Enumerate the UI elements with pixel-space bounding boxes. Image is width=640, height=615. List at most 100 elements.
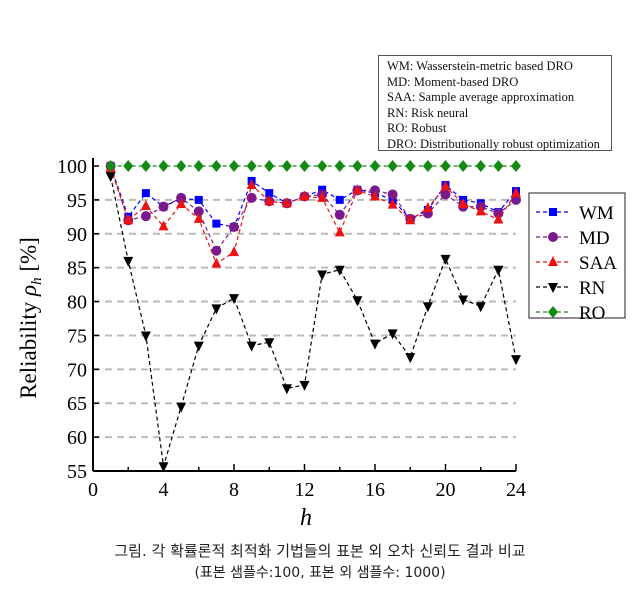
- data-point: [440, 180, 451, 191]
- series-md: [105, 161, 521, 256]
- legend-marker: [548, 306, 558, 318]
- data-point: [370, 190, 380, 201]
- series-group: [105, 160, 521, 473]
- data-point: [422, 302, 433, 313]
- data-point: [140, 160, 151, 172]
- data-point: [317, 191, 328, 202]
- data-point: [194, 195, 203, 204]
- data-point: [405, 160, 416, 172]
- data-point: [493, 265, 504, 276]
- y-tick-label: 70: [67, 359, 87, 381]
- data-point: [475, 205, 486, 216]
- y-tick-label: 85: [67, 258, 87, 280]
- data-point: [123, 160, 134, 172]
- data-point: [246, 160, 257, 172]
- legend-marker: [548, 232, 558, 242]
- y-tick-label: 75: [67, 325, 87, 347]
- data-point: [264, 338, 275, 349]
- data-point: [176, 160, 187, 172]
- data-point: [493, 213, 504, 224]
- data-point: [334, 160, 345, 172]
- data-point: [334, 209, 345, 220]
- data-point: [140, 211, 151, 222]
- y-tick-label: 60: [67, 427, 87, 449]
- data-point: [405, 214, 416, 225]
- y-tick-label: 95: [67, 190, 87, 212]
- x-tick-label: 8: [229, 479, 239, 501]
- y-tick-label: 55: [67, 461, 87, 483]
- legend-marker: [549, 208, 557, 216]
- data-point: [422, 202, 433, 213]
- x-tick-label: 12: [295, 479, 315, 501]
- legend-marker: [548, 283, 558, 293]
- data-point: [212, 219, 221, 228]
- abbrev-line: RN: Risk neural: [387, 105, 469, 120]
- legend-label-saa: SAA: [579, 253, 617, 274]
- data-point: [176, 192, 187, 203]
- data-point: [370, 185, 380, 196]
- data-point: [229, 246, 239, 257]
- data-point: [158, 220, 169, 231]
- data-point: [265, 189, 274, 198]
- data-point: [440, 160, 451, 172]
- data-point: [264, 195, 275, 206]
- data-point: [475, 160, 486, 172]
- data-point: [475, 302, 486, 313]
- data-point: [246, 341, 257, 352]
- data-point: [299, 160, 310, 172]
- data-point: [299, 190, 310, 201]
- data-point: [105, 172, 116, 183]
- series-line: [110, 176, 517, 467]
- data-point: [370, 160, 380, 172]
- data-point: [176, 402, 187, 413]
- series-line: [110, 167, 517, 265]
- data-point: [387, 160, 398, 172]
- x-tick-label: 16: [365, 479, 385, 501]
- x-axis-label: h: [300, 505, 312, 531]
- series-saa: [105, 162, 521, 268]
- legend-label-ro: RO: [579, 303, 605, 324]
- data-point: [193, 212, 204, 223]
- data-point: [211, 257, 222, 268]
- data-point: [281, 197, 292, 208]
- data-point: [140, 199, 151, 210]
- legend-label-wm: WM: [579, 203, 614, 224]
- legend-label-md: MD: [579, 228, 610, 249]
- abbrev-line: SAA: Sample average approximation: [387, 90, 575, 104]
- x-tick-label: 24: [506, 479, 526, 501]
- data-point: [246, 178, 257, 189]
- series-ro: [105, 160, 521, 172]
- data-point: [440, 189, 451, 200]
- y-tick-label: 80: [67, 292, 87, 314]
- data-point: [299, 380, 310, 391]
- data-point: [458, 295, 469, 306]
- data-point: [511, 355, 521, 366]
- data-point: [211, 245, 222, 256]
- y-tick-label: 65: [67, 393, 87, 415]
- abbreviation-box: WM: Wasserstein-metric based DRO MD: Mom…: [378, 55, 612, 151]
- abbrev-line: RO: Robust: [387, 121, 447, 135]
- data-point: [335, 195, 344, 204]
- data-point: [229, 160, 239, 172]
- series-line: [110, 165, 517, 252]
- data-point: [493, 208, 504, 219]
- caption-line-1: 그림. 각 확률론적 최적화 기법들의 표본 외 오차 신뢰도 결과 비교: [114, 542, 526, 560]
- data-point: [334, 265, 345, 276]
- data-point: [352, 296, 363, 307]
- data-point: [211, 160, 222, 172]
- data-point: [422, 160, 433, 172]
- data-point: [193, 206, 204, 217]
- data-point: [246, 192, 257, 203]
- data-point: [511, 160, 521, 172]
- data-point: [193, 341, 204, 352]
- data-point: [370, 339, 380, 350]
- data-point: [229, 222, 239, 232]
- data-point: [123, 214, 134, 225]
- legend-marker: [548, 256, 558, 266]
- data-point: [193, 160, 204, 172]
- data-point: [176, 197, 187, 208]
- abbrev-line: MD: Moment-based DRO: [387, 74, 519, 89]
- caption-line-2: (표본 샘플수:100, 표본 외 샘플수: 1000): [194, 565, 446, 581]
- axes: 55 60 65 70 75 80 85 90 95 100 0 4 8 12 16 20 24: [57, 156, 526, 501]
- legend: WM MD SAA RN RO: [528, 192, 626, 324]
